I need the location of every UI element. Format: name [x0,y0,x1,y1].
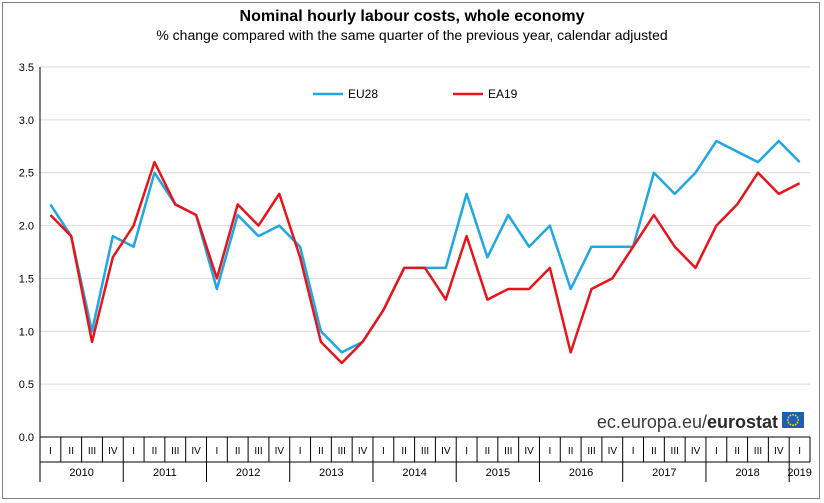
year-label: 2011 [153,467,177,479]
quarter-label: II [235,446,241,457]
y-tick-label: 1.5 [19,273,34,285]
quarter-label: II [152,446,158,457]
quarter-label: I [465,446,468,457]
year-label: 2018 [735,467,759,479]
quarter-label: IV [275,446,285,457]
quarter-label: I [715,446,718,457]
quarter-label: I [382,446,385,457]
year-label: 2019 [787,467,811,479]
eu-star [789,423,792,426]
quarter-label: II [485,446,491,457]
year-label: 2014 [402,467,426,479]
legend-label-ea19: EA19 [488,87,518,101]
quarter-label: IV [691,446,701,457]
legend-label-eu28: EU28 [348,87,378,101]
year-label: 2010 [69,467,93,479]
quarter-label: I [299,446,302,457]
quarter-label: III [754,446,762,457]
quarter-label: I [49,446,52,457]
eu-flag-icon [782,412,804,428]
quarter-label: III [171,446,179,457]
quarter-label: I [798,446,801,457]
eu-star [792,424,794,427]
quarter-label: I [216,446,219,457]
source-watermark: ec.europa.eu/eurostat [597,412,804,432]
quarter-label: II [568,446,574,457]
year-label: 2012 [236,467,260,479]
quarter-label: IV [191,446,201,457]
quarter-label: II [68,446,74,457]
quarter-label: II [318,446,324,457]
chart-subtitle: % change compared with the same quarter … [156,27,668,43]
series-lines [49,139,801,365]
eu-star [796,421,799,424]
quarter-label: III [671,446,679,457]
quarter-label: III [88,446,96,457]
year-label: 2017 [652,467,676,479]
chart-title: Nominal hourly labour costs, whole econo… [239,8,585,25]
y-tick-label: 3.5 [19,62,34,74]
quarter-label: IV [441,446,451,457]
quarter-label: III [254,446,262,457]
y-tick-label: 1.0 [19,326,34,338]
year-label: 2016 [569,467,593,479]
eu-star [794,423,797,426]
year-label: 2013 [319,467,343,479]
year-label: 2015 [486,467,510,479]
eu-star [792,413,794,416]
quarter-label: III [421,446,429,457]
y-tick-label: 0.5 [19,379,34,391]
y-axis-ticks: 0.0 0.5 1.0 1.5 2.0 2.5 3.0 3.5 [19,62,34,444]
quarter-label: I [548,446,551,457]
quarter-label: II [734,446,740,457]
quarter-label: I [632,446,635,457]
source-prefix: ec.europa.eu/ [597,412,707,432]
eu-star [787,421,790,424]
quarter-label: III [338,446,346,457]
y-tick-label: 2.0 [19,221,34,233]
quarter-label: III [587,446,595,457]
y-tick-label: 2.5 [19,168,34,180]
quarter-label: IV [108,446,118,457]
quarter-label: II [651,446,657,457]
source-brand: eurostat [707,412,778,432]
eu-star [787,416,790,419]
legend: EU28 EA19 [313,87,518,101]
quarter-label: II [401,446,407,457]
eu-star [796,416,799,419]
y-tick-label: 0.0 [19,432,34,444]
series-line-ea19 [49,160,801,365]
eu-star [786,419,789,421]
quarter-label: I [132,446,135,457]
eu-star [794,414,797,417]
quarter-label: IV [524,446,534,457]
quarter-label: IV [608,446,618,457]
source-text: ec.europa.eu/eurostat [597,412,778,432]
quarter-label: III [504,446,512,457]
eu-stars-icon [786,413,800,427]
x-axis: I II III IV I II III IV I II III IV I II III IV I II III IV… [39,437,812,482]
quarter-label: IV [774,446,784,457]
eu-star [797,419,800,421]
eu-star [789,414,792,417]
quarter-label: IV [358,446,368,457]
gridlines [39,66,810,438]
y-tick-label: 3.0 [19,115,34,127]
